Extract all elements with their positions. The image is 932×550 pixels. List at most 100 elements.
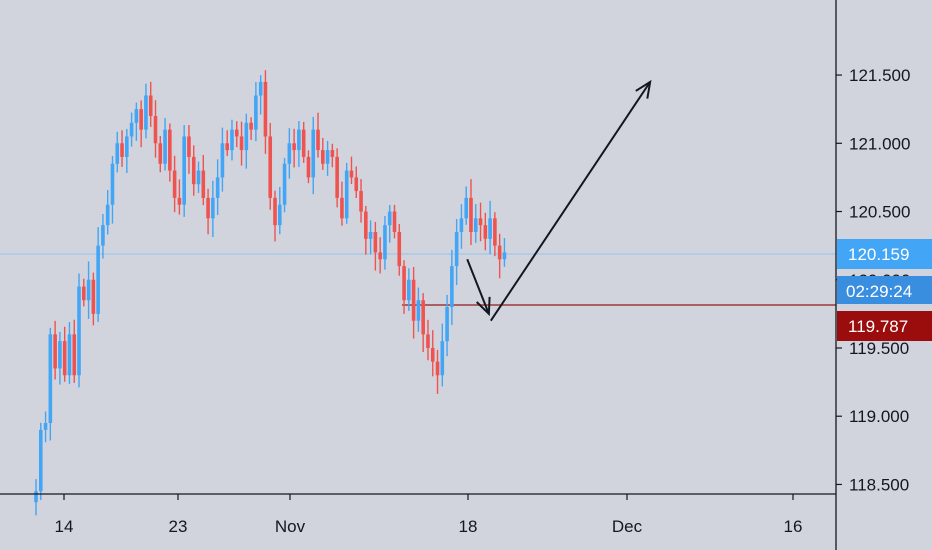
- candle-body: [53, 334, 57, 369]
- x-tick-label: 18: [459, 517, 478, 536]
- candle-body: [297, 129, 301, 151]
- candle-body: [416, 300, 421, 321]
- candle-body: [421, 300, 425, 335]
- candle-body: [72, 334, 77, 376]
- candle-body: [497, 245, 502, 260]
- candle-body: [325, 150, 330, 164]
- candle-body: [129, 122, 134, 137]
- candle-body: [38, 429, 43, 492]
- candle-body: [86, 279, 91, 301]
- x-tick-label: Nov: [275, 517, 306, 536]
- candle-body: [387, 211, 392, 226]
- candle-body: [110, 163, 115, 205]
- candle-body: [168, 129, 172, 171]
- price-tags: 120.159 02:29:24 119.787: [837, 239, 932, 341]
- candle-body: [316, 129, 320, 151]
- candle-body: [321, 150, 325, 164]
- candle-body: [234, 129, 239, 137]
- candle-body: [148, 95, 153, 116]
- candle-body: [201, 170, 206, 198]
- candle-body: [502, 252, 507, 260]
- candle-body: [368, 231, 373, 239]
- candle-body: [163, 129, 167, 164]
- candle-body: [101, 225, 105, 246]
- candle-body: [273, 197, 277, 226]
- candle-body: [206, 197, 210, 219]
- y-tick-label: 118.500: [849, 475, 909, 494]
- candle-body: [426, 334, 430, 348]
- candle-body: [96, 245, 100, 314]
- y-axis-ticks: 118.500119.000119.500120.000120.500121.0…: [836, 66, 910, 494]
- candle-body: [91, 279, 96, 314]
- candle-body: [411, 279, 416, 321]
- x-tick-label: Dec: [612, 517, 643, 536]
- x-tick-label: 14: [55, 517, 74, 536]
- candle-body: [407, 279, 411, 301]
- candle-body: [354, 177, 359, 192]
- countdown-tag: [837, 276, 932, 304]
- arrow-head: [476, 296, 491, 317]
- y-tick-label: 119.000: [849, 407, 909, 426]
- candle-body: [268, 136, 273, 198]
- candle-body: [263, 81, 268, 137]
- last-price-tag: [837, 239, 932, 269]
- x-tick-label: 16: [784, 517, 803, 536]
- candle-body: [239, 136, 244, 151]
- candle-body: [125, 136, 129, 157]
- candle-body: [473, 218, 478, 232]
- candle-body: [335, 156, 339, 198]
- arrow-head: [635, 79, 652, 99]
- level-label: 119.787: [848, 317, 908, 336]
- candle-body: [172, 170, 177, 198]
- candle-body: [196, 170, 201, 185]
- candle-body: [311, 129, 316, 178]
- candle-body: [364, 211, 368, 239]
- candle-body: [349, 170, 354, 178]
- candle-body: [249, 122, 253, 130]
- candle-body: [287, 143, 292, 164]
- candle-body: [34, 491, 38, 503]
- candle-body: [277, 204, 282, 226]
- candle-body: [182, 136, 186, 205]
- arrow-shaft: [490, 81, 651, 322]
- candle-body: [464, 197, 468, 219]
- candle-body: [440, 341, 445, 376]
- candle-body: [67, 334, 72, 376]
- candle-body: [493, 218, 497, 246]
- candle-body: [450, 266, 454, 308]
- candle-body: [430, 347, 435, 362]
- candle-body: [454, 231, 459, 267]
- candle-body: [483, 225, 488, 239]
- candle-body: [383, 225, 387, 260]
- plot-area[interactable]: [0, 70, 836, 516]
- y-tick-label: 119.500: [849, 339, 909, 358]
- candle-body: [62, 341, 67, 376]
- candle-body: [478, 218, 483, 226]
- candle-body: [153, 115, 158, 144]
- candle-body: [144, 95, 148, 130]
- candle-body: [435, 361, 440, 376]
- y-tick-label: 120.500: [849, 203, 910, 222]
- candle-body: [445, 307, 449, 342]
- candle-body: [330, 150, 335, 157]
- candle-body: [469, 197, 473, 232]
- candle-body: [359, 191, 363, 212]
- candle-body: [58, 341, 62, 369]
- y-tick-label: 121.000: [849, 134, 910, 153]
- x-tick-label: 23: [169, 517, 188, 536]
- candle-body: [488, 218, 492, 239]
- forecast-arrows: [466, 79, 652, 322]
- candle-body: [43, 423, 48, 430]
- candle-body: [306, 156, 311, 178]
- candle-body: [139, 109, 143, 130]
- candle-body: [211, 197, 215, 219]
- candles: [34, 70, 507, 516]
- candle-body: [105, 204, 110, 226]
- candle-body: [254, 95, 258, 130]
- candle-body: [48, 334, 53, 424]
- candle-body: [220, 143, 225, 178]
- arrow-shaft: [466, 258, 490, 315]
- y-tick-label: 121.500: [849, 66, 910, 85]
- candle-body: [378, 252, 382, 260]
